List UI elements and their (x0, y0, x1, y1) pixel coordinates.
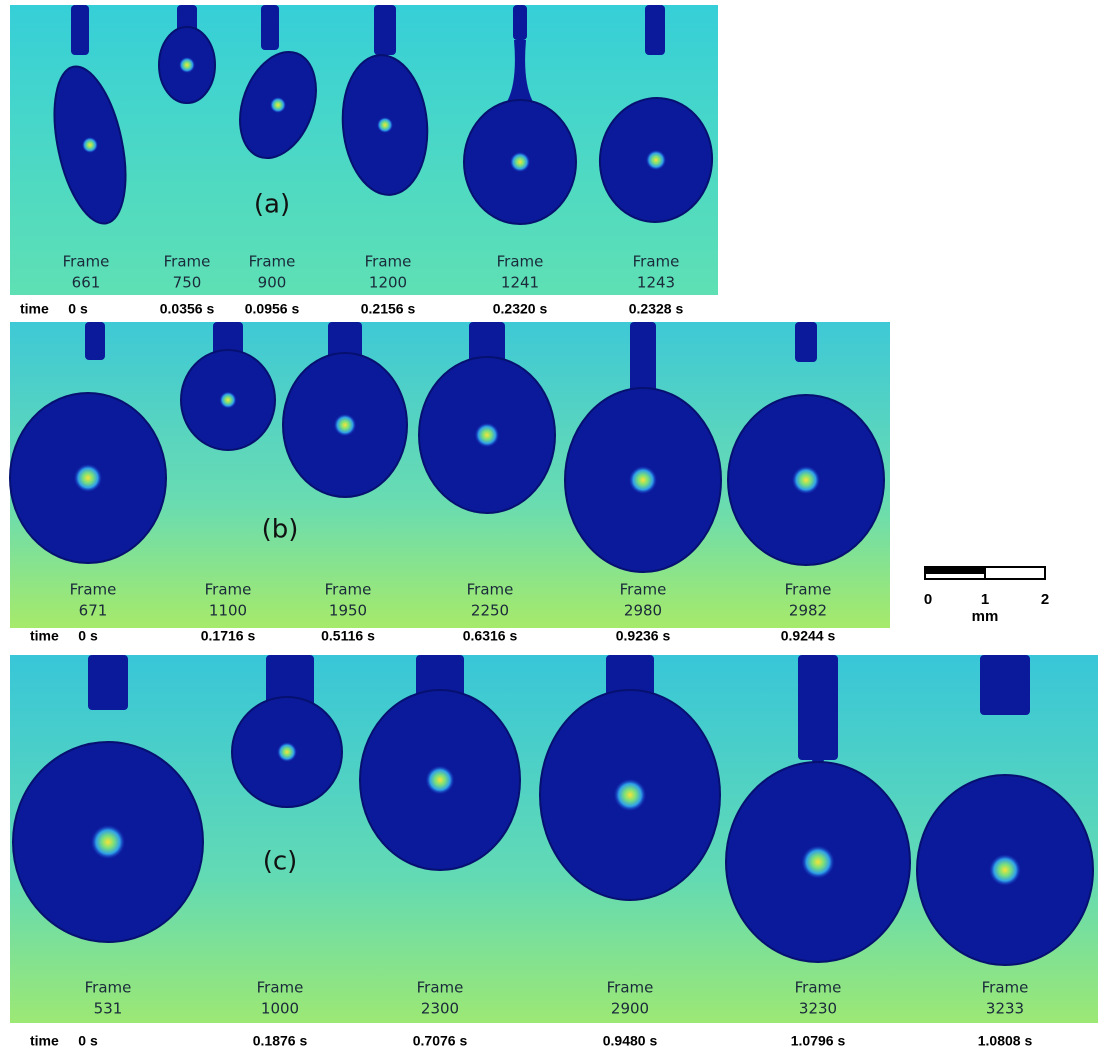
frame-number: 1243 (637, 274, 675, 292)
droplet-highlight (426, 766, 455, 795)
frame-label: Frame (257, 979, 304, 997)
droplet-highlight (377, 117, 393, 133)
frame-time: 0 s (78, 628, 98, 644)
frame-number: 531 (94, 1000, 123, 1018)
frame-time: 0.9236 s (616, 628, 671, 644)
droplet-highlight (475, 423, 499, 447)
needle (261, 5, 279, 50)
frame-time: 0.0356 s (160, 301, 215, 317)
droplet-highlight (334, 414, 356, 436)
droplet-highlight (792, 466, 820, 494)
scale-tick: 2 (1041, 591, 1049, 608)
page: {"panels": [ {"label": "(a)", "time_labe… (0, 0, 1100, 1054)
panel: (c) time Frame 531 0 s Frame 1000 0.1876 s Frame… (10, 655, 1098, 1049)
frame-number: 1100 (209, 602, 247, 620)
scale-bar: 0 1 2 mm (924, 567, 1049, 625)
frame-label: Frame (417, 979, 464, 997)
scale-unit: mm (972, 608, 999, 625)
frame-time: 0.2156 s (361, 301, 416, 317)
frame-time: 0.2320 s (493, 301, 548, 317)
panel-label: (c) (263, 847, 298, 877)
frame-label: Frame (607, 979, 654, 997)
frame-time: 1.0796 s (791, 1033, 846, 1049)
frame-time: 0.2328 s (629, 301, 684, 317)
frame-time: 0.1876 s (253, 1033, 308, 1049)
frame-number: 1000 (261, 1000, 299, 1018)
frame-label: Frame (205, 581, 252, 599)
frame-label: Frame (785, 581, 832, 599)
frame-label: Frame (795, 979, 842, 997)
droplet-highlight (277, 742, 297, 762)
frame-label: Frame (620, 581, 667, 599)
needle (374, 5, 396, 55)
frame-label: Frame (365, 253, 412, 271)
needle (88, 655, 128, 710)
frame-time: 0.5116 s (321, 628, 375, 644)
droplet-highlight (510, 152, 530, 172)
time-label: time (30, 1033, 59, 1049)
panel: (b) time Frame 671 0 s Frame 1100 0.1716 s Frame… (10, 322, 890, 644)
droplet-highlight (179, 57, 195, 73)
time-label: time (30, 628, 59, 644)
needle (795, 322, 817, 362)
frame-time: 0.9244 s (781, 628, 836, 644)
droplet-highlight (801, 845, 834, 878)
frame-number: 2250 (471, 602, 509, 620)
frame-label: Frame (249, 253, 296, 271)
frame-time: 0.1716 s (201, 628, 256, 644)
frame-number: 1241 (501, 274, 539, 292)
droplet-highlight (220, 392, 237, 409)
frame-time: 0.7076 s (413, 1033, 468, 1049)
needle (798, 655, 838, 760)
frame-label: Frame (85, 979, 132, 997)
frame-number: 2900 (611, 1000, 649, 1018)
needle (513, 5, 527, 40)
frame-number: 2982 (789, 602, 827, 620)
droplet-highlight (74, 464, 102, 492)
frame-label: Frame (467, 581, 514, 599)
frame-number: 3230 (799, 1000, 837, 1018)
droplet-highlight (91, 825, 125, 859)
frame-number: 2300 (421, 1000, 459, 1018)
frame-time: 0.6316 s (463, 628, 518, 644)
frame-number: 3233 (986, 1000, 1024, 1018)
droplet-highlight (270, 97, 286, 113)
frame-label: Frame (633, 253, 680, 271)
panel-label: (b) (262, 515, 299, 545)
frame-label: Frame (982, 979, 1029, 997)
frame-time: 0 s (68, 301, 88, 317)
scale-tick: 1 (981, 591, 989, 608)
frame-label: Frame (63, 253, 110, 271)
droplet-highlight (614, 779, 646, 811)
frame-number: 900 (258, 274, 287, 292)
droplet-highlight (646, 150, 666, 170)
droplet-highlight (989, 854, 1021, 886)
frame-number: 661 (72, 274, 101, 292)
panel: (a) time Frame 661 0 s Frame 750 0.0356 s Frame 9… (10, 5, 718, 317)
frame-number: 1950 (329, 602, 367, 620)
frame-number: 750 (173, 274, 202, 292)
panel-label: (a) (254, 190, 290, 220)
figure: (a) time Frame 661 0 s Frame 750 0.0356 s Frame 9… (0, 0, 1100, 1054)
frame-time: 0.9480 s (603, 1033, 658, 1049)
time-label: time (20, 301, 49, 317)
needle (85, 322, 105, 360)
frame-time: 0.0956 s (245, 301, 300, 317)
needle (980, 655, 1030, 715)
frame-label: Frame (164, 253, 211, 271)
frame-label: Frame (325, 581, 372, 599)
frame-label: Frame (497, 253, 544, 271)
frame-time: 1.0808 s (978, 1033, 1033, 1049)
frame-number: 2980 (624, 602, 662, 620)
frame-label: Frame (70, 581, 117, 599)
frame-time: 0 s (78, 1033, 98, 1049)
needle (645, 5, 665, 55)
frame-number: 671 (79, 602, 108, 620)
scale-tick: 0 (924, 591, 932, 608)
droplet-highlight (82, 137, 98, 153)
needle (71, 5, 89, 55)
droplet-highlight (629, 466, 657, 494)
frame-number: 1200 (369, 274, 407, 292)
scale-fill (925, 567, 985, 574)
